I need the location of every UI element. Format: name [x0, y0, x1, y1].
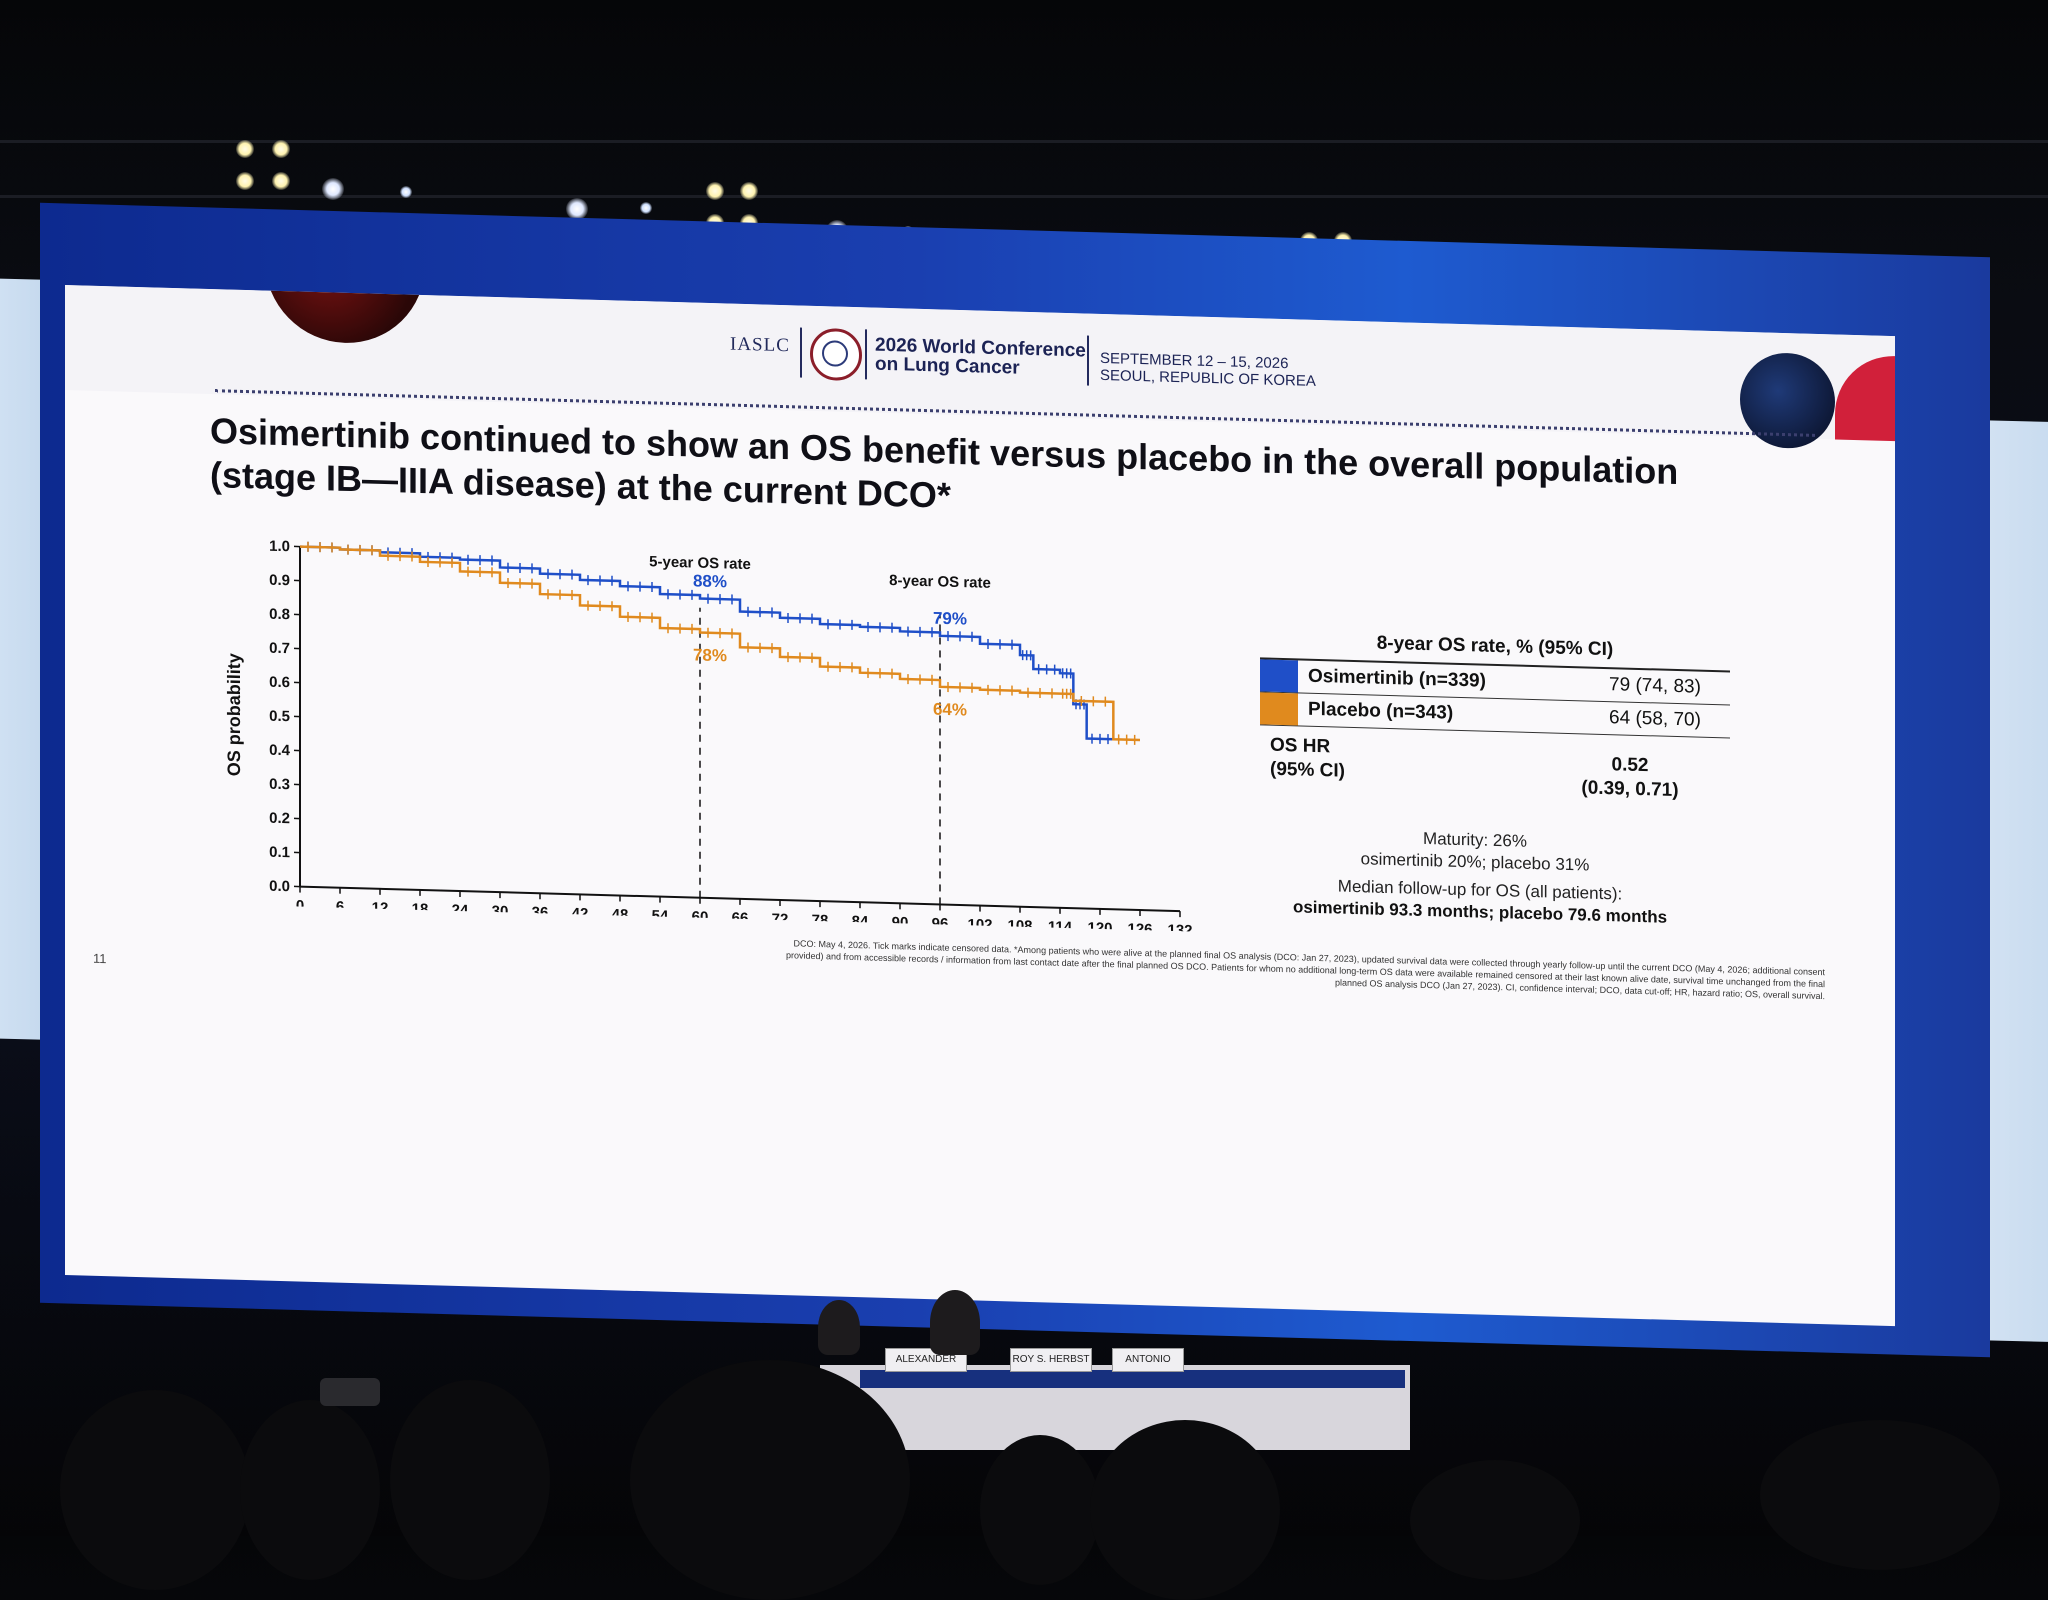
x-tick-label: 48 — [612, 906, 629, 923]
at-risk-title: No. at risk — [200, 929, 277, 933]
y-tick-label: 0.9 — [269, 572, 290, 590]
x-tick-label: 6 — [336, 899, 344, 916]
rate-label: 79% — [933, 609, 967, 629]
followup-text: Median follow-up for OS (all patients): … — [1250, 873, 1710, 930]
x-tick-label: 42 — [572, 905, 589, 922]
reference-line-label: 8-year OS rate — [889, 572, 991, 592]
maturity-text: Maturity: 26% osimertinib 20%; placebo 3… — [1305, 825, 1645, 878]
x-tick-label: 36 — [532, 904, 549, 921]
audience-head — [60, 1390, 250, 1590]
stage-light — [740, 182, 758, 200]
x-tick-label: 102 — [967, 916, 992, 933]
stage-light — [236, 172, 254, 190]
x-tick-label: 114 — [1048, 918, 1073, 933]
conference-title: 2026 World Conference on Lung Cancer — [875, 336, 1086, 380]
stage-light — [400, 186, 412, 198]
y-tick-label: 0.7 — [269, 640, 290, 658]
y-tick-label: 0.2 — [269, 810, 290, 828]
km-survival-chart: 0 6 12 18 24 30 36 42 48 54 60 66 72 78 84 90 96 102 108 11… — [165, 523, 1245, 933]
x-tick-label: 108 — [1007, 917, 1032, 933]
osimertinib-swatch — [1260, 659, 1298, 692]
placebo-swatch — [1260, 692, 1298, 725]
x-tick-label: 24 — [452, 902, 469, 919]
page-number: 11 — [93, 951, 107, 966]
y-tick-label: 0.0 — [269, 878, 290, 896]
stage-light — [272, 140, 290, 158]
stage-light — [236, 140, 254, 158]
chart-reference-lines — [700, 608, 940, 905]
row-value: 79 (74, 83) — [1580, 673, 1730, 699]
audience-head — [1760, 1420, 2000, 1570]
presentation-slide: IASLC 2026 World Conference on Lung Canc… — [65, 285, 1895, 1326]
row-name: Placebo (n=343) — [1308, 699, 1580, 729]
name-tent: ROY S. HERBST — [1010, 1348, 1092, 1372]
x-tick-label: 132 — [1167, 922, 1192, 933]
phone-icon — [320, 1378, 380, 1406]
stage-light — [322, 178, 344, 200]
header-separator — [1087, 336, 1089, 386]
truss-bar — [0, 140, 2048, 143]
name-tent: ANTONIO — [1112, 1348, 1184, 1372]
stage-light — [272, 172, 290, 190]
audience-head — [630, 1360, 910, 1600]
os-rate-table: 8-year OS rate, % (95% CI) Osimertinib (… — [1260, 623, 1730, 738]
x-tick-label: 30 — [492, 903, 509, 920]
rate-label: 64% — [933, 700, 967, 720]
x-tick-label: 84 — [852, 913, 869, 930]
y-tick-label: 0.4 — [269, 742, 291, 760]
hr-label-line2: (95% CI) — [1270, 758, 1345, 784]
x-tick-label: 120 — [1087, 920, 1112, 933]
x-tick-label: 54 — [652, 907, 669, 924]
x-tick-label: 90 — [892, 914, 909, 931]
iaslc-logo: IASLC — [730, 334, 790, 358]
x-tick-label: 78 — [812, 912, 829, 929]
y-tick-label: 1.0 — [269, 538, 290, 556]
stage-light — [706, 182, 724, 200]
y-axis-title: OS probability — [224, 653, 244, 777]
truss-bar — [0, 195, 2048, 198]
audience-head — [390, 1380, 550, 1580]
row-name: Osimertinib (n=339) — [1308, 666, 1580, 696]
audience-head — [1410, 1460, 1580, 1580]
x-tick-label: 18 — [412, 901, 429, 918]
row-value: 64 (58, 70) — [1580, 706, 1730, 732]
audience-head — [1090, 1420, 1280, 1600]
stage-banner — [860, 1370, 1405, 1388]
hr-value-ci: (0.39, 0.71) — [1560, 776, 1700, 804]
header-separator — [865, 329, 867, 379]
x-tick-label: 0 — [296, 897, 304, 914]
y-tick-label: 0.5 — [269, 708, 290, 726]
panelist — [818, 1300, 860, 1355]
header-separator — [800, 328, 802, 378]
audience-head — [980, 1435, 1100, 1585]
y-tick-label: 0.3 — [269, 776, 290, 794]
x-axis-title: Time from randomization (months) — [572, 930, 869, 933]
slide-footnote: DCO: May 4, 2026. Tick marks indicate ce… — [765, 937, 1825, 1003]
x-tick-label: 12 — [372, 900, 389, 917]
y-tick-label: 0.1 — [269, 844, 290, 862]
audience-head — [240, 1400, 380, 1580]
chart-labels: 5-year OS rate 8-year OS rate 88% 78% 79% 64%… — [195, 541, 1145, 933]
conference-dates: SEPTEMBER 12 – 15, 2026 SEOUL, REPUBLIC … — [1100, 350, 1316, 390]
panelist — [930, 1290, 980, 1355]
y-tick-label: 0.6 — [269, 674, 290, 692]
x-tick-label: 126 — [1127, 921, 1152, 933]
hr-value: 0.52 (0.39, 0.71) — [1560, 752, 1700, 804]
x-tick-label: 60 — [692, 909, 709, 926]
rate-label: 78% — [693, 645, 727, 665]
x-tick-label: 66 — [732, 910, 749, 927]
x-tick-label: 72 — [772, 911, 789, 928]
hr-label: OS HR (95% CI) — [1270, 734, 1345, 784]
y-tick-label: 0.8 — [269, 606, 290, 624]
x-tick-label: 96 — [932, 915, 949, 932]
reference-line-label: 5-year OS rate — [649, 553, 751, 573]
stage-light — [640, 202, 652, 214]
rate-label: 88% — [693, 571, 727, 591]
conference-seal-icon — [810, 328, 862, 381]
hr-label-line1: OS HR — [1270, 734, 1345, 760]
